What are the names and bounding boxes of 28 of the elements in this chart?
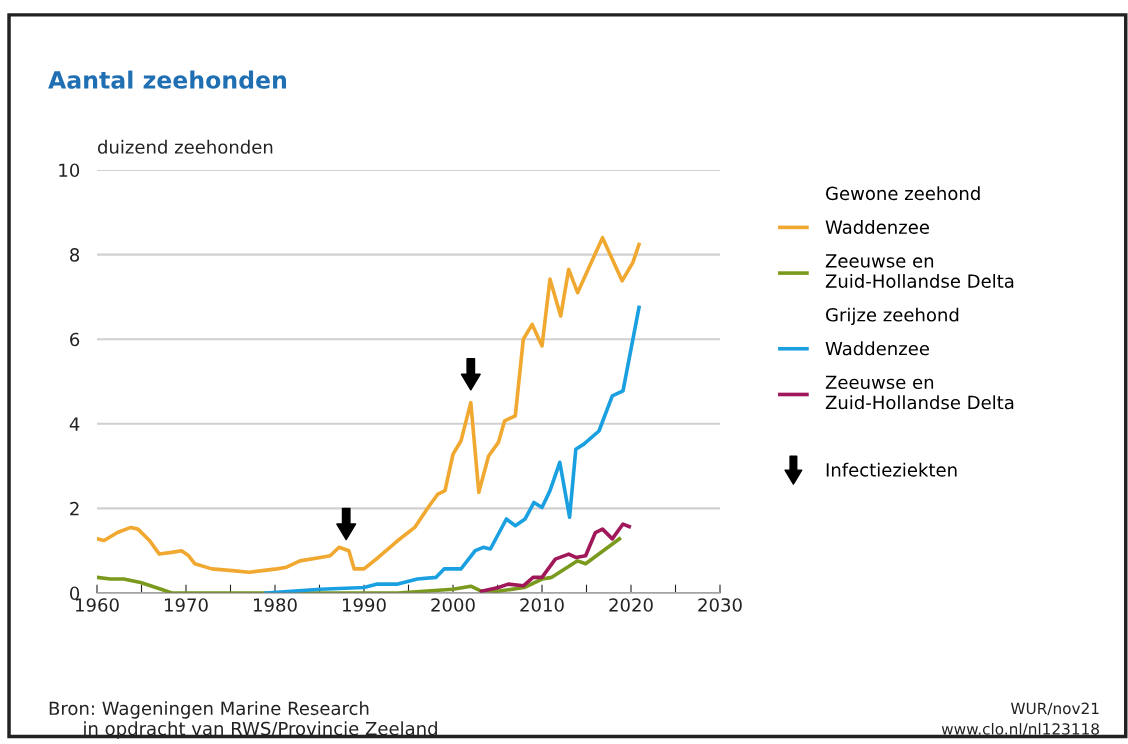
x-tick-label: 1970 <box>165 598 208 612</box>
text: Grijze zeehond <box>826 307 959 326</box>
x-tick-label: 1980 <box>254 598 297 612</box>
text: WUR/nov21 www.clo.nl/nl123118 <box>941 702 1099 736</box>
x-tick-label: 1960 <box>76 598 119 612</box>
legend-label: Waddenzee <box>825 341 929 356</box>
y-axis-title: duizend zeehonden <box>98 139 273 154</box>
y-tick-label: 8 <box>70 248 80 262</box>
chart-title: Aantal zeehonden <box>48 70 287 89</box>
y-tick-label: 6 <box>70 332 80 347</box>
line-series <box>97 537 622 593</box>
x-tick-label: 2030 <box>698 598 742 612</box>
line-series <box>264 305 641 593</box>
line-series <box>479 522 632 593</box>
x-tick-label: 1990 <box>343 598 386 612</box>
x-tick-label: 2020 <box>609 598 653 612</box>
line-series <box>97 235 641 575</box>
y-tick-label: 10 <box>59 163 80 178</box>
legend-label: Waddenzee <box>825 219 929 234</box>
x-tick-label: 2000 <box>431 598 475 612</box>
legend-label: Zeeuwse en Zuid-Hollandse Delta <box>825 254 1014 288</box>
legend-label: Infectieziekten <box>826 462 957 477</box>
x-tick-label: 2010 <box>520 598 564 612</box>
y-tick-label: 4 <box>69 417 80 431</box>
legend-label: Zeeuwse en Zuid-Hollandse Delta <box>825 375 1014 410</box>
text: Bron: Wageningen Marine Research in opdracht van RWS/Provincie Zeeland <box>49 701 437 739</box>
text: Gewone zeehond <box>826 186 980 201</box>
y-tick-label: 2 <box>70 501 79 516</box>
